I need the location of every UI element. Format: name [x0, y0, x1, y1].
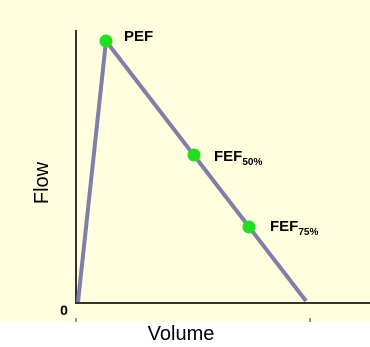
fef75-point [242, 220, 256, 234]
pef-point [99, 34, 113, 48]
fef75-label: FEF75% [270, 218, 318, 238]
diagram-background [0, 0, 370, 322]
fef50-point [187, 148, 201, 162]
y-axis-label: Flow [31, 161, 53, 204]
fef50-label: FEF50% [214, 148, 262, 168]
x-axis-label: Volume [148, 323, 215, 345]
origin-label: 0 [60, 302, 68, 318]
pef-label: PEF [124, 28, 153, 45]
